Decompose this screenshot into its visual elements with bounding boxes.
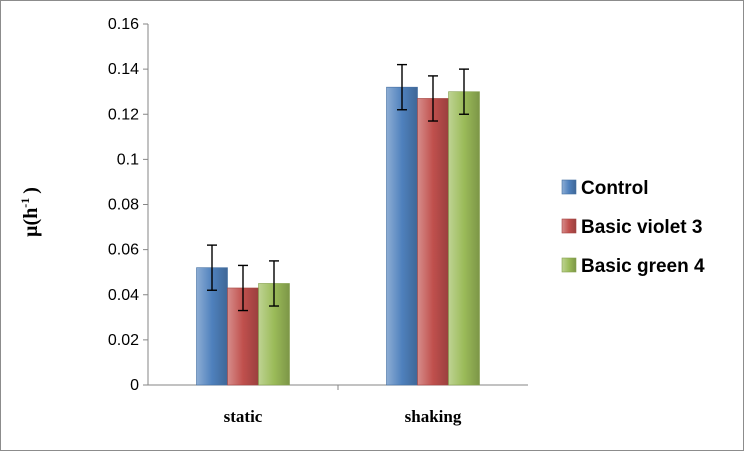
y-axis-label-sup: -1 (18, 198, 32, 208)
legend: Control Basic violet 3 Basic green 4 (561, 178, 705, 277)
y-tick-label: 0.14 (108, 61, 139, 78)
y-tick-label: 0.16 (108, 16, 139, 33)
x-axis-labels: static shaking (224, 407, 462, 426)
y-axis-label: µ(h-1) (18, 187, 42, 237)
y-tick-label: 0.12 (108, 106, 139, 123)
x-category-label: static (224, 407, 263, 426)
bar-basic-violet-3-shaking (417, 98, 449, 386)
bar-basic-green-4-shaking (448, 91, 480, 386)
y-tick-label: 0 (130, 377, 139, 394)
legend-swatch (561, 179, 577, 195)
bar-control-shaking (386, 86, 418, 386)
bars (196, 86, 480, 386)
legend-label: Basic violet 3 (581, 217, 702, 238)
legend-label: Basic green 4 (581, 256, 705, 277)
y-axis-label-close: ) (20, 187, 42, 194)
y-tick-label: 0.08 (108, 197, 139, 214)
y-axis-title: µ(h-1) (18, 187, 42, 237)
y-tick-label: 0.1 (117, 151, 139, 168)
error-bars (207, 63, 469, 312)
legend-swatch (561, 218, 577, 234)
y-tick-label: 0.04 (108, 287, 139, 304)
legend-label: Control (581, 178, 649, 199)
y-tick-label: 0.06 (108, 242, 139, 259)
legend-swatch (561, 257, 577, 273)
y-tick-label: 0.02 (108, 332, 139, 349)
x-category-label: shaking (405, 407, 462, 426)
